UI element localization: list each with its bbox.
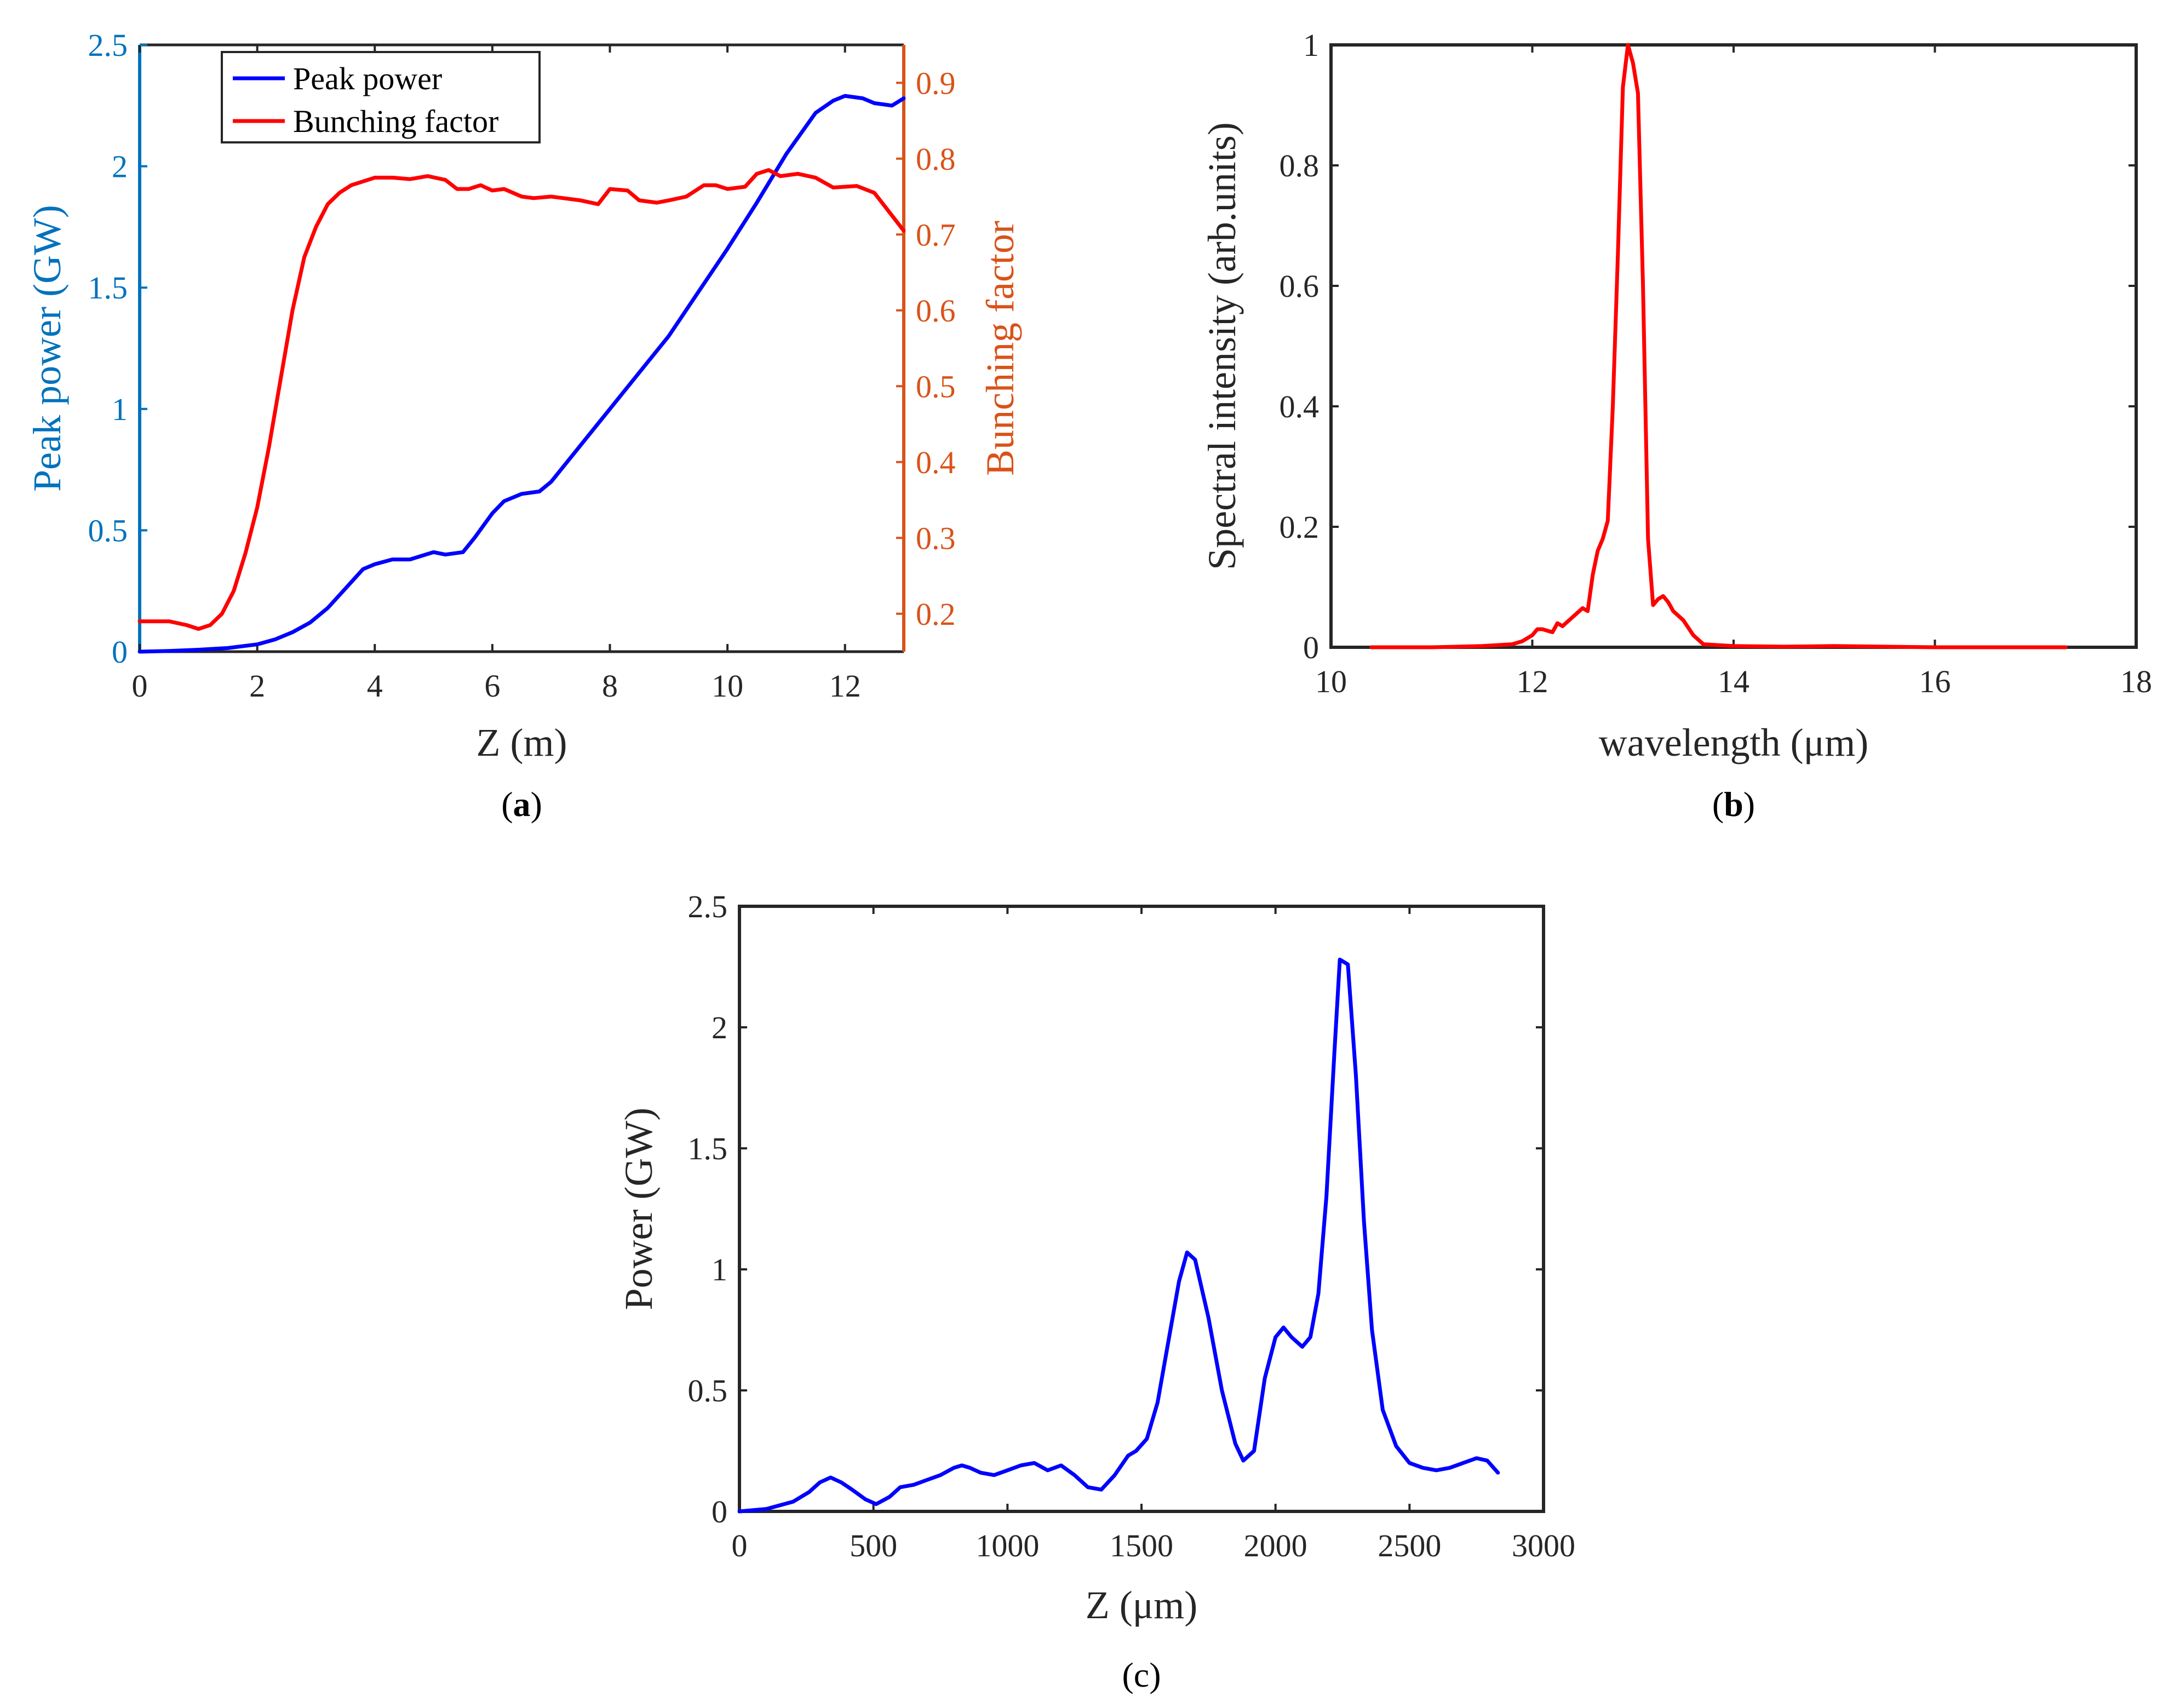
y-tick-label: 0.8 — [1280, 148, 1320, 183]
y-tick-label: 0.2 — [1280, 509, 1320, 545]
y-tick-label: 0.4 — [1280, 389, 1320, 424]
y-axis-label: Power (GW) — [617, 1108, 661, 1310]
y-tick-label: 2 — [112, 149, 128, 185]
y-tick-label: 1 — [712, 1252, 727, 1287]
y-tick-label: 0.6 — [1280, 268, 1320, 304]
x-tick-label: 10 — [712, 668, 743, 704]
legend-entry: Bunching factor — [293, 103, 498, 139]
x-tick-label: 4 — [367, 668, 383, 704]
x-tick-label: 2500 — [1378, 1528, 1441, 1563]
series-line-spectrum — [1369, 43, 2068, 649]
y-axis-label: Peak power (GW) — [25, 205, 69, 492]
x-tick-label: 3000 — [1512, 1528, 1575, 1563]
right-y-tick-label: 0.3 — [916, 520, 956, 556]
chart-a: 0 2 4 6 8 10 12 0 0.5 1 1.5 2 2.5 0.2 0.3 0.4 0.5 0.6 0.7 0… — [25, 27, 1022, 824]
x-tick-label: 14 — [1718, 664, 1749, 699]
series-line-peak-power — [137, 94, 906, 654]
right-y-tick-label: 0.9 — [916, 65, 956, 101]
y-tick-label: 0 — [112, 634, 128, 670]
y-tick-label: 0.5 — [688, 1373, 728, 1408]
x-tick-label: 16 — [1919, 664, 1951, 699]
x-tick-label: 18 — [2120, 664, 2152, 699]
x-tick-label: 2 — [249, 668, 265, 704]
y-tick-label: 1.5 — [88, 270, 128, 306]
plot-frame — [1329, 43, 2138, 649]
x-tick-label: 1000 — [976, 1528, 1039, 1563]
x-tick-label: 10 — [1315, 664, 1347, 699]
x-tick-label: 8 — [602, 668, 618, 704]
plot-frame — [738, 905, 1545, 1513]
x-tick-label: 1500 — [1110, 1528, 1173, 1563]
x-axis-label: Z (m) — [477, 721, 567, 764]
right-y-tick-label: 0.7 — [916, 217, 956, 252]
right-y-tick-label: 0.4 — [916, 445, 956, 480]
series-line-bunching-factor — [137, 168, 906, 631]
x-tick-label: 12 — [829, 668, 861, 704]
right-y-tick-label: 0.5 — [916, 369, 956, 404]
y-axis-label: Spectral intensity (arb.units) — [1200, 122, 1244, 570]
y-tick-label: 0 — [1303, 630, 1319, 665]
x-tick-label: 12 — [1517, 664, 1548, 699]
right-y-axis-label: Bunching factor — [978, 221, 1022, 476]
right-y-tick-label: 0.6 — [916, 293, 956, 329]
panel-caption: (b) — [1712, 785, 1755, 824]
right-y-tick-label: 0.2 — [916, 596, 956, 632]
x-tick-label: 500 — [850, 1528, 897, 1563]
x-tick-label: 0 — [132, 668, 148, 704]
y-tick-label: 1.5 — [688, 1131, 728, 1166]
y-tick-label: 2.5 — [688, 889, 728, 924]
x-axis-label: Z (μm) — [1086, 1583, 1198, 1627]
y-tick-label: 2 — [712, 1010, 727, 1045]
y-tick-label: 1 — [1303, 27, 1319, 63]
panel-caption: (c) — [1122, 1655, 1161, 1694]
right-y-tick-label: 0.8 — [916, 141, 956, 177]
y-tick-label: 2.5 — [88, 27, 128, 63]
y-tick-label: 0.5 — [88, 513, 128, 548]
series-line-power — [737, 957, 1500, 1514]
legend-entry: Peak power — [293, 61, 442, 96]
x-tick-label: 0 — [732, 1528, 748, 1563]
x-tick-label: 2000 — [1244, 1528, 1307, 1563]
chart-c: 0 500 1000 1500 2000 2500 3000 0 0.5 1 1.5 2 2.5 Z (μ… — [617, 889, 1575, 1694]
x-tick-label: 6 — [484, 668, 500, 704]
y-tick-label: 1 — [112, 392, 128, 427]
legend-box — [221, 51, 541, 143]
x-axis-label: wavelength (μm) — [1599, 721, 1868, 764]
y-tick-label: 0 — [712, 1494, 727, 1529]
legend: Peak power Bunching factor — [221, 51, 541, 143]
panel-caption: (a) — [501, 785, 542, 824]
chart-b: 10 12 14 16 18 0 0.2 0.4 0.6 0.8 1 wavelength (μm) S… — [1200, 27, 2152, 824]
